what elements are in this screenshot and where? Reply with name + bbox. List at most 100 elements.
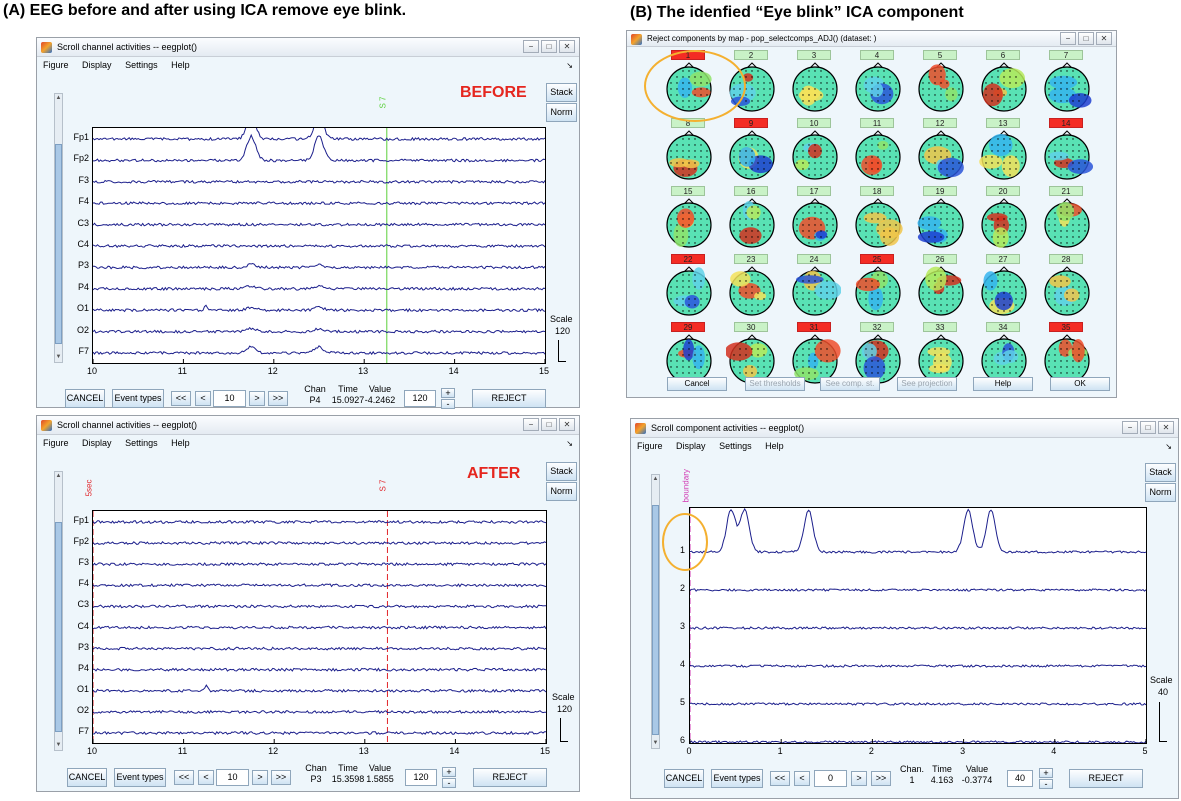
norm-button[interactable]: Norm [546, 482, 577, 501]
component-7-toggle[interactable]: 7 [1049, 50, 1083, 60]
menu-figure[interactable]: Figure [43, 438, 69, 448]
component-5-toggle[interactable]: 5 [923, 50, 957, 60]
scroll-far-right-button[interactable]: >> [271, 770, 291, 785]
component-topomap[interactable] [726, 130, 778, 182]
component-topomap[interactable] [789, 266, 841, 318]
reject-button[interactable]: REJECT [1069, 769, 1143, 788]
norm-button[interactable]: Norm [546, 103, 577, 122]
reject-window-button-4[interactable]: Help [973, 377, 1033, 391]
component-topomap[interactable] [789, 62, 841, 114]
maximize-button[interactable]: □ [1078, 32, 1094, 45]
scroll-left-button[interactable]: < [198, 770, 214, 785]
component-topomap[interactable] [789, 198, 841, 250]
close-button[interactable]: ✕ [559, 40, 575, 53]
component-topomap[interactable] [852, 62, 904, 114]
menu-display[interactable]: Display [82, 60, 112, 70]
component-28-toggle[interactable]: 28 [1049, 254, 1083, 264]
component-topomap[interactable] [915, 130, 967, 182]
component-topomap[interactable] [663, 266, 715, 318]
component-26-toggle[interactable]: 26 [923, 254, 957, 264]
component-24-toggle[interactable]: 24 [797, 254, 831, 264]
scroll-right-button[interactable]: > [851, 771, 867, 786]
component-20-toggle[interactable]: 20 [986, 186, 1020, 196]
reject-window-button-0[interactable]: Cancel [667, 377, 727, 391]
vertical-scrollbar[interactable]: ▲ ▼ [54, 93, 63, 363]
eeg-plot-area[interactable] [92, 127, 546, 364]
minimize-button[interactable]: − [1122, 421, 1138, 434]
position-field[interactable]: 10 [216, 769, 249, 786]
eeg-plot-area[interactable] [92, 510, 547, 744]
scroll-thumb[interactable] [652, 505, 659, 735]
menu-help[interactable]: Help [171, 60, 190, 70]
menu-help[interactable]: Help [171, 438, 190, 448]
stack-button[interactable]: Stack [546, 462, 577, 481]
component-topomap[interactable] [978, 198, 1030, 250]
minimize-button[interactable]: − [1060, 32, 1076, 45]
scroll-far-left-button[interactable]: << [770, 771, 790, 786]
reject-window-button-5[interactable]: OK [1050, 377, 1110, 391]
component-27-toggle[interactable]: 27 [986, 254, 1020, 264]
scroll-right-button[interactable]: > [249, 391, 265, 406]
scale-field[interactable]: 120 [404, 390, 436, 407]
maximize-button[interactable]: □ [1140, 421, 1156, 434]
event-types-button[interactable]: Event types [112, 389, 164, 408]
component-topomap[interactable] [1041, 334, 1093, 386]
vertical-scrollbar[interactable]: ▲ ▼ [54, 471, 63, 751]
component-21-toggle[interactable]: 21 [1049, 186, 1083, 196]
cancel-button[interactable]: CANCEL [67, 768, 107, 787]
scale-minus-button[interactable]: - [1039, 779, 1053, 789]
component-3-toggle[interactable]: 3 [797, 50, 831, 60]
component-topomap[interactable] [978, 334, 1030, 386]
position-field[interactable]: 0 [814, 770, 847, 787]
component-10-toggle[interactable]: 10 [797, 118, 831, 128]
scroll-down-arrow-icon[interactable]: ▼ [55, 354, 62, 360]
reject-button[interactable]: REJECT [472, 389, 546, 408]
component-16-toggle[interactable]: 16 [734, 186, 768, 196]
component-topomap[interactable] [663, 198, 715, 250]
component-32-toggle[interactable]: 32 [860, 322, 894, 332]
scroll-thumb[interactable] [55, 522, 62, 732]
scroll-down-arrow-icon[interactable]: ▼ [652, 740, 659, 746]
maximize-button[interactable]: □ [541, 40, 557, 53]
component-6-toggle[interactable]: 6 [986, 50, 1020, 60]
scroll-far-left-button[interactable]: << [171, 391, 191, 406]
scroll-up-arrow-icon[interactable]: ▲ [55, 473, 62, 479]
component-34-toggle[interactable]: 34 [986, 322, 1020, 332]
component-18-toggle[interactable]: 18 [860, 186, 894, 196]
scale-plus-button[interactable]: + [441, 388, 455, 398]
scroll-up-arrow-icon[interactable]: ▲ [652, 476, 659, 482]
scroll-left-button[interactable]: < [195, 391, 211, 406]
component-topomap[interactable] [852, 130, 904, 182]
close-button[interactable]: ✕ [1096, 32, 1112, 45]
menu-figure[interactable]: Figure [43, 60, 69, 70]
component-plot-area[interactable] [689, 507, 1147, 744]
scale-plus-button[interactable]: + [442, 767, 456, 777]
dock-arrow-icon[interactable]: ↘ [1165, 442, 1172, 451]
component-topomap[interactable] [978, 62, 1030, 114]
stack-button[interactable]: Stack [546, 83, 577, 102]
menu-settings[interactable]: Settings [719, 441, 752, 451]
menu-help[interactable]: Help [765, 441, 784, 451]
menu-settings[interactable]: Settings [125, 438, 158, 448]
menu-figure[interactable]: Figure [637, 441, 663, 451]
dock-arrow-icon[interactable]: ↘ [566, 439, 573, 448]
dock-arrow-icon[interactable]: ↘ [566, 61, 573, 70]
menu-display[interactable]: Display [82, 438, 112, 448]
minimize-button[interactable]: − [523, 418, 539, 431]
component-4-toggle[interactable]: 4 [860, 50, 894, 60]
stack-button[interactable]: Stack [1145, 463, 1176, 482]
component-31-toggle[interactable]: 31 [797, 322, 831, 332]
menu-settings[interactable]: Settings [125, 60, 158, 70]
norm-button[interactable]: Norm [1145, 483, 1176, 502]
component-25-toggle[interactable]: 25 [860, 254, 894, 264]
menu-display[interactable]: Display [676, 441, 706, 451]
scroll-up-arrow-icon[interactable]: ▲ [55, 95, 62, 101]
scroll-right-button[interactable]: > [252, 770, 268, 785]
event-types-button[interactable]: Event types [114, 768, 166, 787]
scale-field[interactable]: 40 [1007, 770, 1033, 787]
scale-plus-button[interactable]: + [1039, 768, 1053, 778]
component-14-toggle[interactable]: 14 [1049, 118, 1083, 128]
cancel-button[interactable]: CANCEL [65, 389, 105, 408]
component-topomap[interactable] [663, 130, 715, 182]
close-button[interactable]: ✕ [559, 418, 575, 431]
